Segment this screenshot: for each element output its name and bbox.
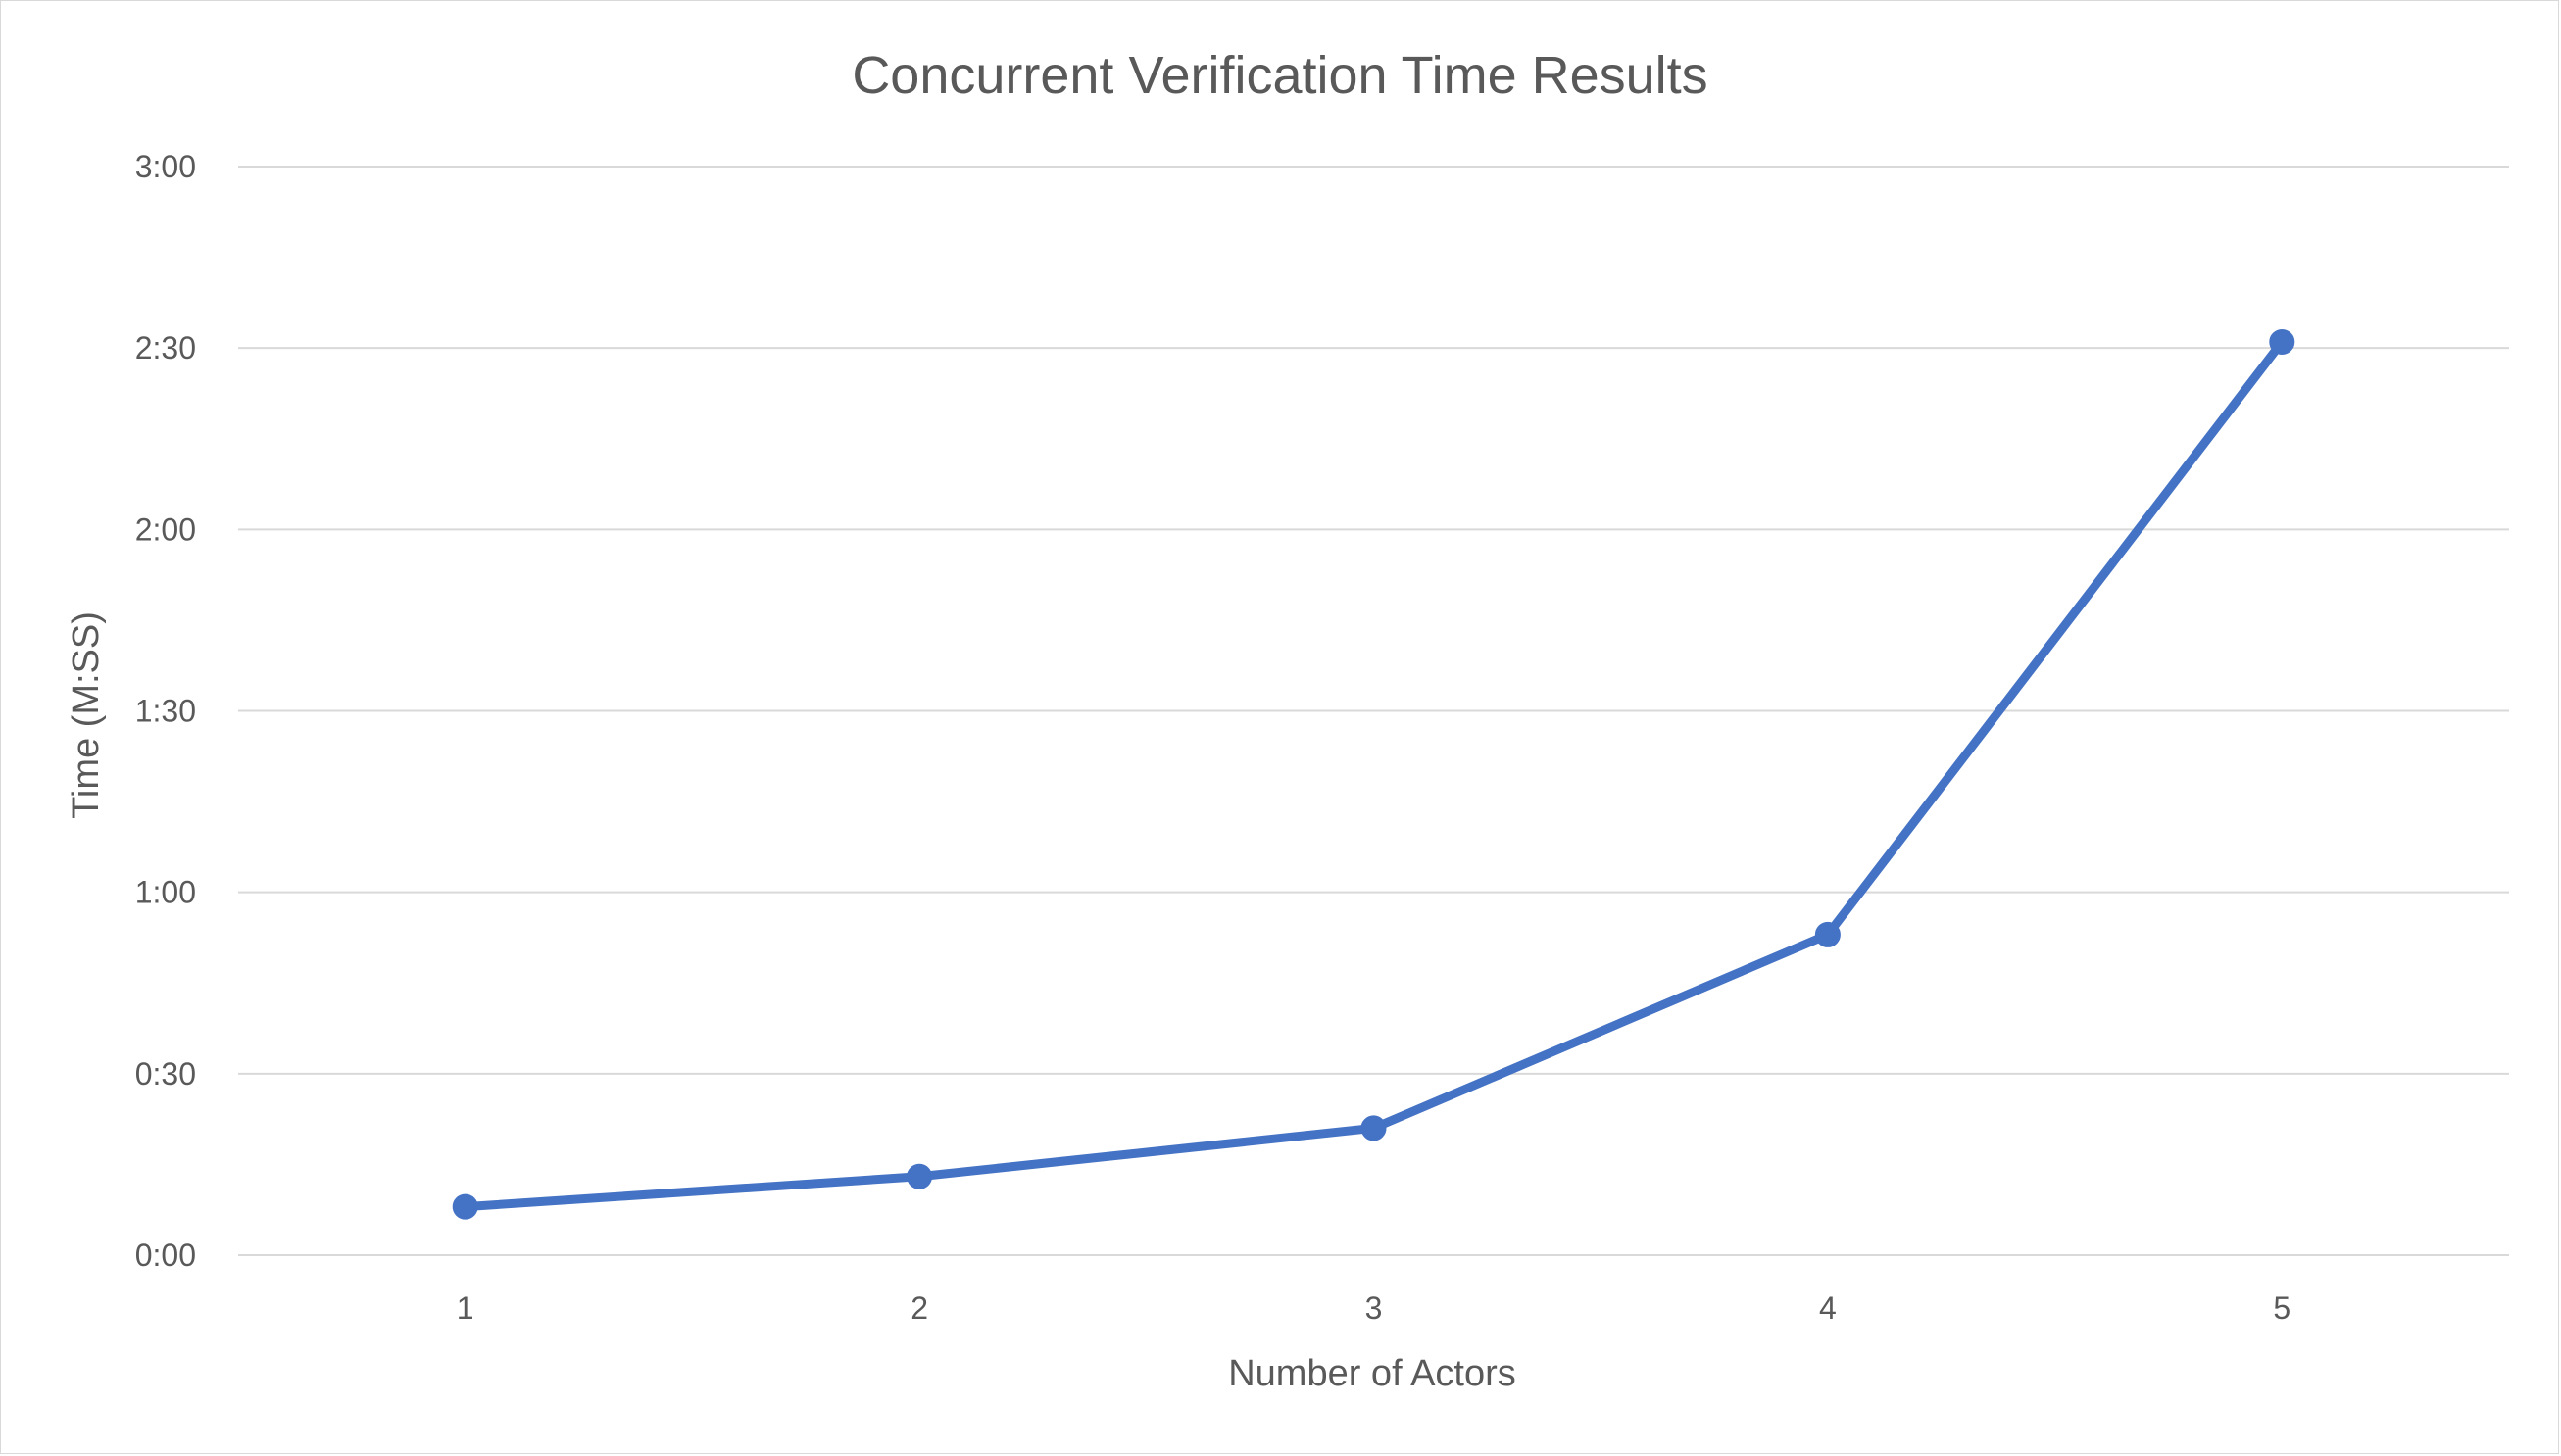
data-point xyxy=(907,1163,933,1189)
y-tick-label: 0:30 xyxy=(135,1056,196,1092)
y-tick-label: 1:00 xyxy=(135,875,196,910)
x-tick-label: 2 xyxy=(911,1290,928,1326)
series-layer xyxy=(452,328,2295,1220)
gridlines xyxy=(238,166,2509,1256)
x-tick-label: 4 xyxy=(1819,1290,1837,1326)
x-axis-title: Number of Actors xyxy=(1228,1353,1516,1394)
y-tick-label: 0:00 xyxy=(135,1238,196,1273)
data-point xyxy=(452,1193,478,1220)
x-tick-label: 5 xyxy=(2273,1290,2290,1326)
data-point xyxy=(1814,921,1841,947)
y-axis-title: Time (M:SS) xyxy=(66,611,107,819)
data-point xyxy=(1360,1115,1387,1141)
y-tick-label: 1:30 xyxy=(135,694,196,729)
y-tick-label: 3:00 xyxy=(135,149,196,184)
chart-title: Concurrent Verification Time Results xyxy=(852,46,1707,105)
y-tick-label: 2:00 xyxy=(135,511,196,547)
y-axis-ticks: 0:00 0:30 1:00 1:30 2:00 2:30 3:00 xyxy=(135,149,196,1273)
x-tick-label: 1 xyxy=(457,1290,474,1326)
data-point xyxy=(2269,328,2295,355)
y-tick-label: 2:30 xyxy=(135,330,196,365)
x-tick-label: 3 xyxy=(1365,1290,1383,1326)
series-line xyxy=(461,337,2287,1212)
x-axis-ticks: 1 2 3 4 5 xyxy=(457,1290,2290,1326)
